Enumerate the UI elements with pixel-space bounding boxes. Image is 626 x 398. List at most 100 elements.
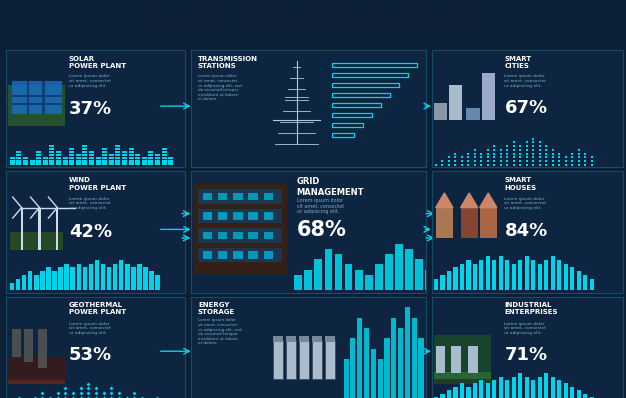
Bar — [21, 207, 23, 250]
Bar — [162, 162, 167, 165]
Bar — [325, 340, 334, 378]
Bar — [113, 263, 118, 290]
Bar — [434, 335, 491, 378]
Bar — [36, 156, 41, 159]
Text: 71%: 71% — [505, 346, 548, 364]
Bar — [109, 154, 114, 156]
Bar — [12, 95, 61, 97]
Bar — [481, 73, 495, 120]
Bar — [551, 377, 555, 398]
Bar — [155, 156, 160, 159]
Bar — [299, 336, 309, 342]
Bar — [440, 394, 444, 398]
Bar — [43, 156, 48, 159]
Bar — [332, 93, 390, 97]
Bar — [129, 160, 133, 162]
Bar — [570, 387, 575, 398]
Bar — [155, 160, 160, 162]
Bar — [162, 151, 167, 153]
Bar — [264, 232, 273, 239]
Bar — [129, 162, 133, 165]
Bar — [416, 259, 423, 290]
Text: Lorem ipsum dolor
sit amet, consectet
ur adipiscing elit.: Lorem ipsum dolor sit amet, consectet ur… — [505, 197, 546, 210]
Bar — [36, 154, 41, 156]
Bar — [233, 251, 242, 259]
Bar — [531, 380, 535, 398]
Bar — [233, 232, 242, 239]
Bar — [264, 193, 273, 200]
Bar — [434, 397, 438, 398]
Bar — [16, 151, 21, 153]
Bar — [27, 82, 29, 114]
Bar — [34, 275, 39, 290]
Bar — [135, 156, 140, 159]
Bar — [102, 148, 107, 150]
Bar — [89, 162, 94, 165]
Bar — [83, 151, 88, 153]
Bar — [312, 336, 322, 342]
Bar — [135, 162, 140, 165]
Bar — [109, 162, 114, 165]
Bar — [102, 154, 107, 156]
Bar — [418, 338, 424, 398]
Bar — [499, 377, 503, 398]
Bar — [249, 213, 258, 220]
Bar — [486, 383, 490, 398]
Polygon shape — [480, 193, 497, 207]
Bar — [49, 156, 54, 159]
Bar — [83, 162, 88, 165]
Bar — [115, 151, 120, 153]
Bar — [345, 265, 352, 290]
Text: 68%: 68% — [297, 220, 346, 240]
Text: Lorem ipsum dolor
sit amet, consectet
ur adipiscing elit.: Lorem ipsum dolor sit amet, consectet ur… — [505, 322, 546, 335]
Bar — [69, 160, 74, 162]
Bar — [480, 208, 497, 238]
Text: Lorem ipsum dolor
sit amet, consectet
ur adipiscing elit.: Lorem ipsum dolor sit amet, consectet ur… — [505, 74, 546, 88]
Bar — [486, 256, 490, 290]
Bar — [125, 263, 130, 290]
Text: 84%: 84% — [505, 222, 548, 240]
Bar — [76, 154, 81, 156]
Bar — [434, 378, 491, 384]
Bar — [480, 260, 483, 290]
Bar — [115, 148, 120, 150]
Bar — [577, 271, 581, 290]
Bar — [162, 154, 167, 156]
Bar — [8, 380, 65, 384]
Bar — [115, 162, 120, 165]
Bar — [135, 154, 140, 156]
Bar — [16, 279, 21, 290]
Bar — [590, 397, 594, 398]
Bar — [40, 271, 44, 290]
Bar — [16, 162, 21, 165]
Bar — [473, 383, 477, 398]
Bar — [286, 336, 296, 342]
Bar — [83, 156, 88, 159]
Bar — [168, 162, 173, 165]
Text: SMART GRID INFOGRAPHICS: SMART GRID INFOGRAPHICS — [148, 13, 478, 33]
Bar — [69, 151, 74, 153]
Bar — [12, 103, 61, 105]
Bar — [56, 162, 61, 165]
Bar — [233, 193, 242, 200]
Bar — [122, 162, 127, 165]
Bar — [218, 193, 227, 200]
Bar — [122, 151, 127, 153]
Bar — [38, 329, 48, 368]
Bar — [551, 256, 555, 290]
Bar — [273, 336, 283, 342]
Bar — [249, 251, 258, 259]
Bar — [364, 328, 369, 398]
Bar — [102, 151, 107, 153]
Bar — [451, 346, 461, 373]
Polygon shape — [436, 193, 453, 207]
Bar — [538, 377, 542, 398]
Bar — [162, 156, 167, 159]
Bar — [49, 148, 54, 150]
Bar — [142, 160, 147, 162]
Bar — [518, 373, 523, 398]
Bar — [557, 260, 562, 290]
Bar — [218, 251, 227, 259]
Bar — [505, 380, 510, 398]
Bar — [49, 160, 54, 162]
